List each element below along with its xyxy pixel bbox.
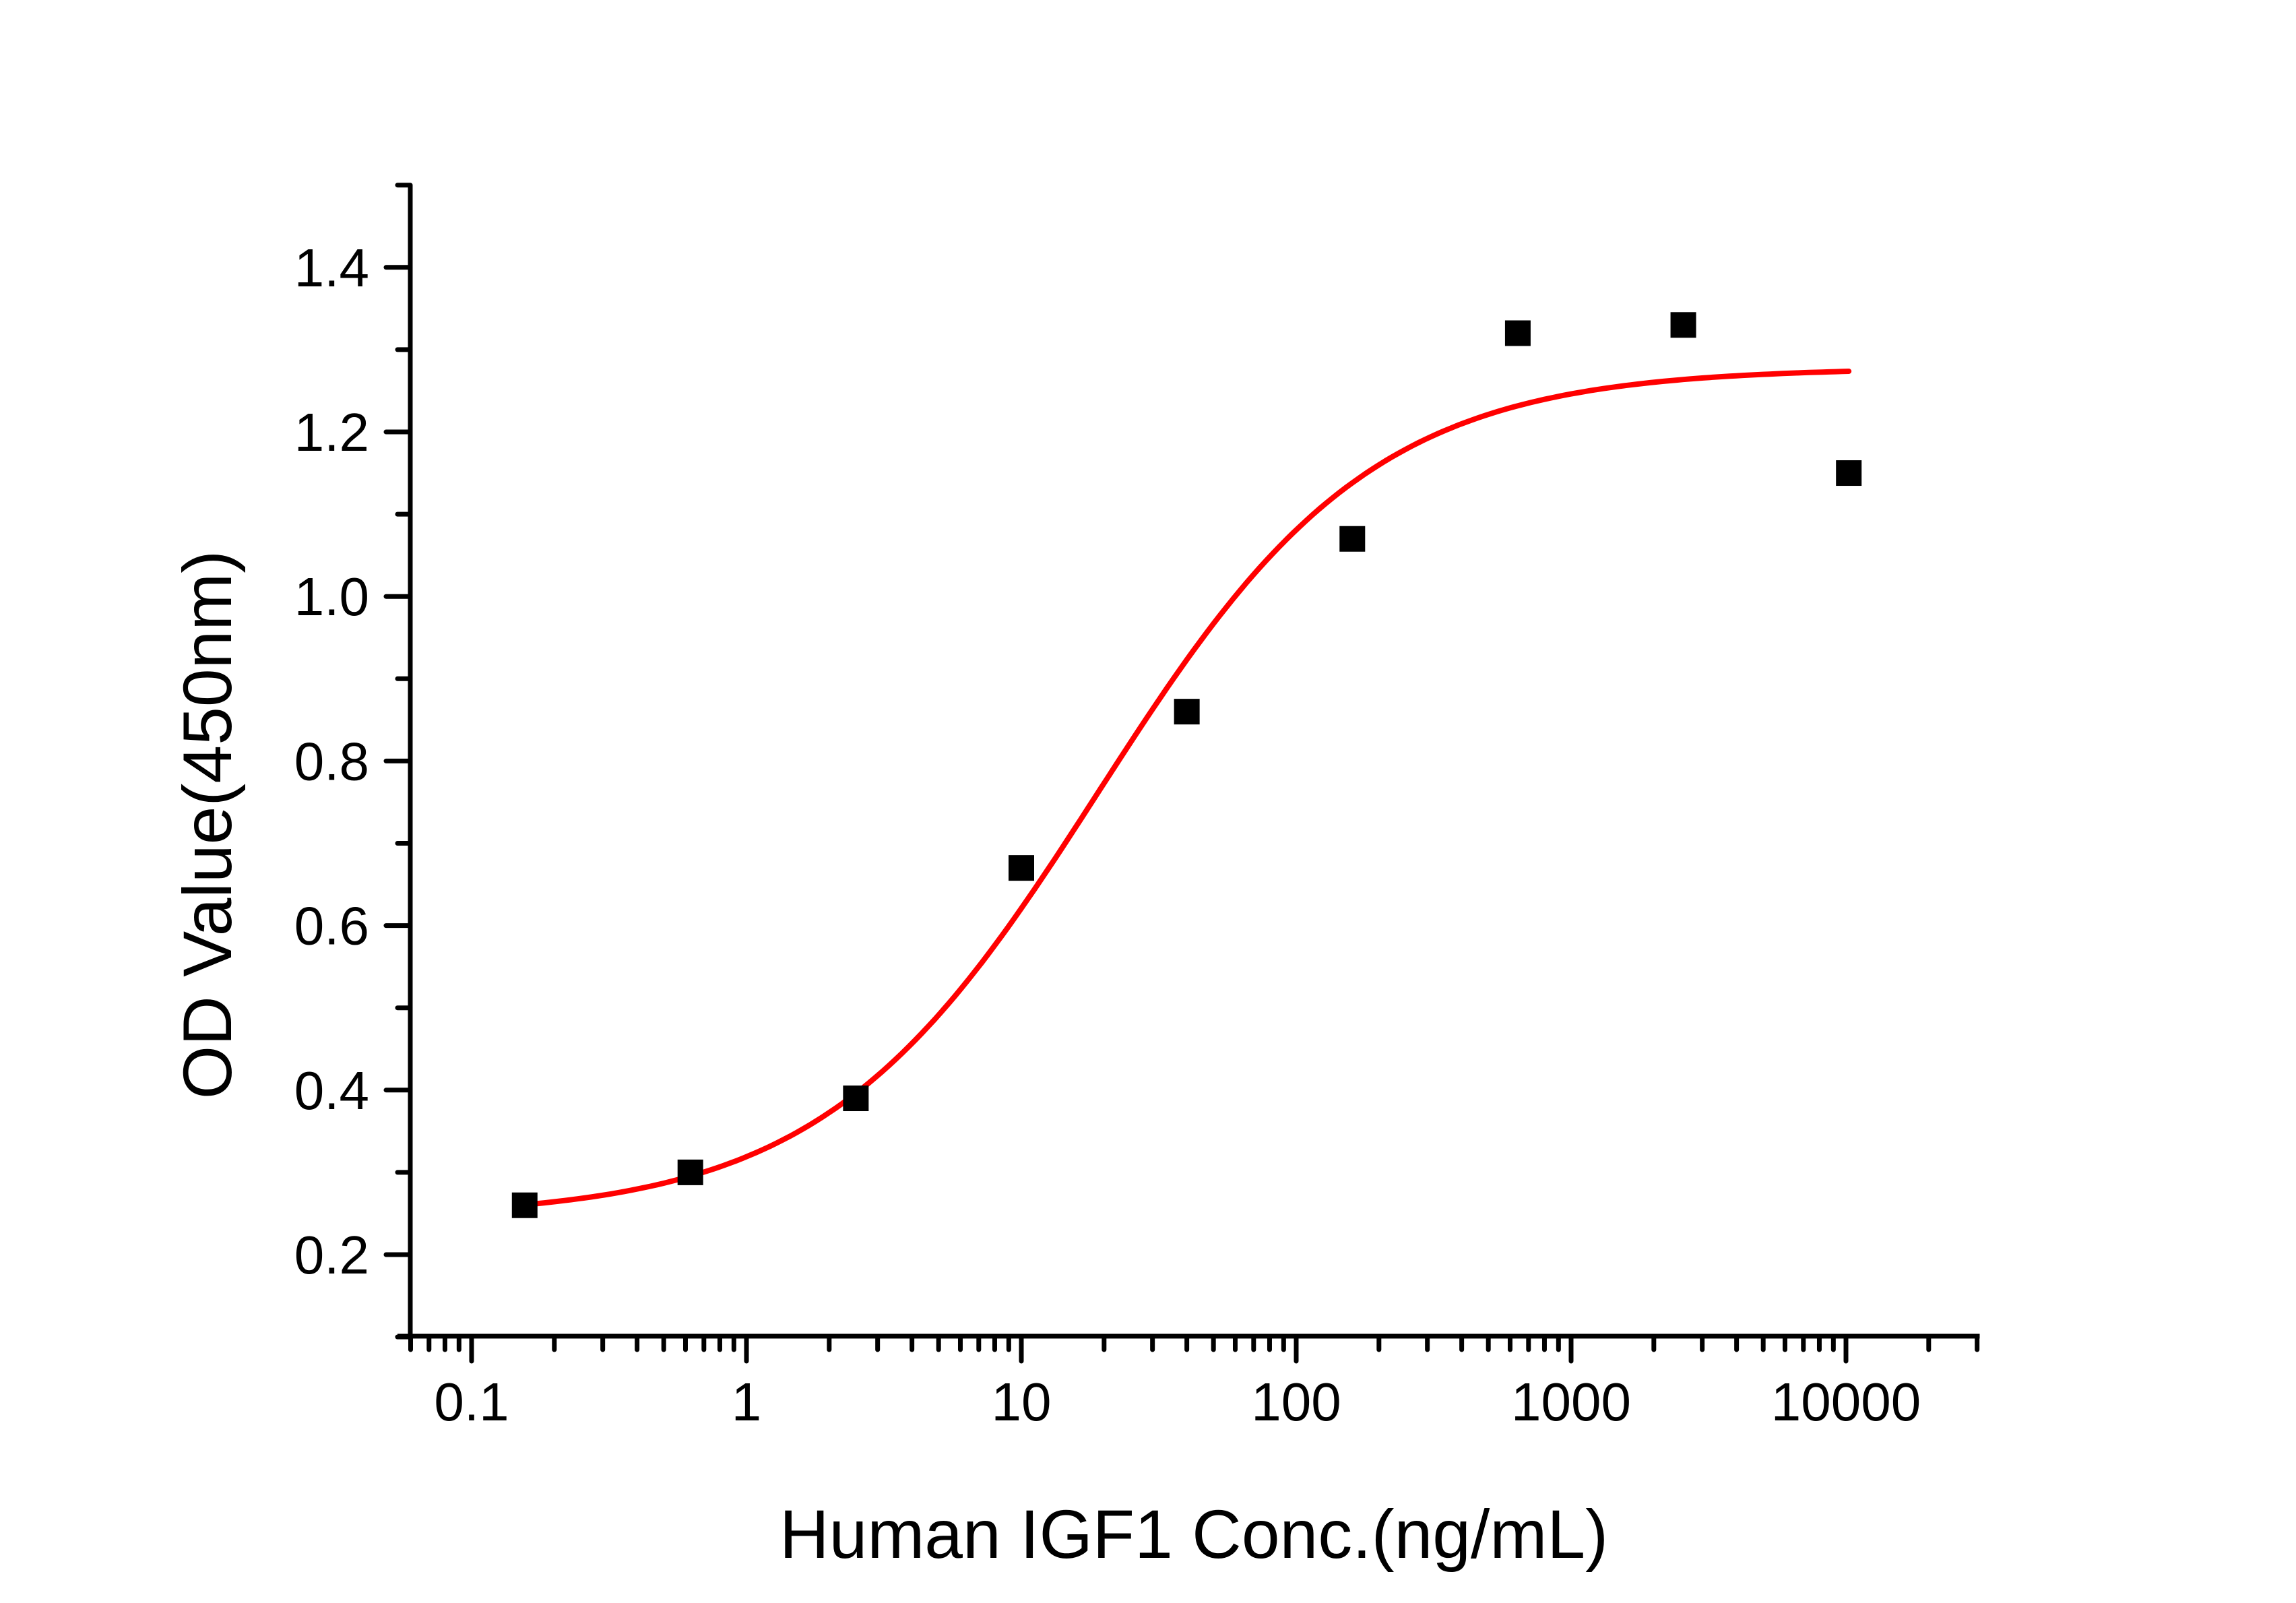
data-point: [1339, 526, 1366, 552]
data-point: [1504, 320, 1531, 346]
fit-curve-layer: [521, 369, 1852, 1207]
data-point: [843, 1086, 869, 1112]
y-tick-labels: 0.2 0.4 0.6 0.8 1.0 1.2 1.4: [294, 238, 369, 1285]
y-tick-label: 0.8: [294, 731, 369, 791]
y-tick-label: 0.2: [294, 1225, 369, 1285]
x-tick-label: 1000: [1511, 1372, 1631, 1432]
y-tick-label: 0.6: [294, 896, 369, 956]
axes: [383, 183, 1980, 1364]
y-tick-label: 1.0: [294, 567, 369, 627]
data-point: [1836, 460, 1862, 486]
x-axis-title: Human IGF1 Conc.(ng/mL): [779, 1496, 1608, 1573]
data-point: [511, 1192, 538, 1218]
data-point: [1670, 312, 1696, 338]
x-tick-label: 1: [732, 1372, 762, 1432]
x-tick-label: 100: [1251, 1372, 1341, 1432]
y-tick-label: 0.4: [294, 1061, 369, 1121]
x-tick-labels: 0.1 1 10 100 1000 10000: [434, 1372, 1921, 1432]
data-points-layer: [511, 312, 1862, 1218]
x-tick-label: 0.1: [434, 1372, 509, 1432]
y-tick-label: 1.2: [294, 402, 369, 462]
data-point: [1009, 855, 1034, 881]
fit-curve: [521, 369, 1852, 1207]
y-axis-title: OD Value(450nm): [169, 551, 246, 1099]
x-tick-label: 10000: [1771, 1372, 1921, 1432]
data-point: [1174, 699, 1200, 725]
y-tick-label: 1.4: [294, 238, 369, 298]
x-tick-label: 10: [992, 1372, 1052, 1432]
data-point: [677, 1159, 703, 1185]
